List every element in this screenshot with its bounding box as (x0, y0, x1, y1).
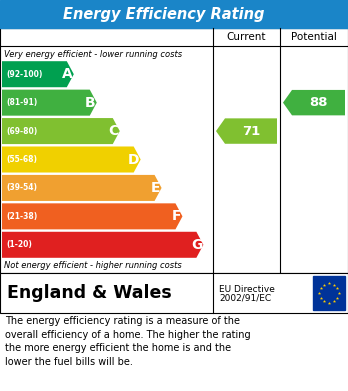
Polygon shape (283, 90, 345, 115)
Text: B: B (85, 96, 96, 109)
Polygon shape (2, 118, 120, 144)
Text: (21-38): (21-38) (6, 212, 37, 221)
Text: Potential: Potential (291, 32, 337, 42)
Text: (39-54): (39-54) (6, 183, 37, 192)
Bar (0, 273, 348, 313)
Text: 2002/91/EC: 2002/91/EC (219, 294, 271, 303)
Polygon shape (2, 232, 203, 258)
Text: EU Directive: EU Directive (219, 285, 275, 294)
Text: (81-91): (81-91) (6, 98, 37, 107)
Polygon shape (2, 203, 182, 230)
Text: G: G (191, 238, 203, 252)
Text: England & Wales: England & Wales (7, 284, 172, 302)
Text: Energy Efficiency Rating: Energy Efficiency Rating (63, 7, 264, 22)
Text: F: F (172, 209, 181, 223)
Text: (1-20): (1-20) (6, 240, 32, 249)
Text: E: E (151, 181, 160, 195)
Bar (313, 276, 345, 310)
Text: The energy efficiency rating is a measure of the
overall efficiency of a home. T: The energy efficiency rating is a measur… (5, 316, 251, 367)
Bar (0, 0, 348, 28)
Text: (55-68): (55-68) (6, 155, 37, 164)
Text: Not energy efficient - higher running costs: Not energy efficient - higher running co… (4, 261, 182, 270)
Text: (69-80): (69-80) (6, 127, 37, 136)
Text: 88: 88 (309, 96, 328, 109)
Text: Current: Current (227, 32, 266, 42)
Text: D: D (128, 152, 140, 167)
Polygon shape (216, 118, 277, 144)
Polygon shape (2, 147, 141, 172)
Text: 71: 71 (242, 125, 260, 138)
Text: C: C (109, 124, 119, 138)
Polygon shape (2, 90, 97, 116)
Text: Very energy efficient - lower running costs: Very energy efficient - lower running co… (4, 50, 182, 59)
Bar (0, 28, 348, 273)
Text: A: A (62, 67, 73, 81)
Text: (92-100): (92-100) (6, 70, 42, 79)
Polygon shape (2, 61, 74, 87)
Polygon shape (2, 175, 161, 201)
